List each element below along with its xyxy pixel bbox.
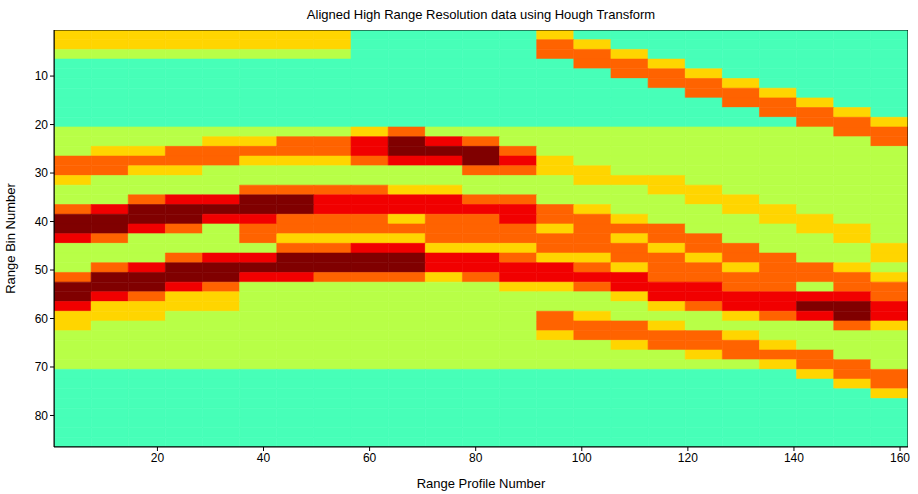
svg-text:30: 30	[35, 166, 49, 180]
svg-text:80: 80	[469, 451, 483, 465]
svg-text:20: 20	[35, 118, 49, 132]
svg-text:140: 140	[784, 451, 804, 465]
svg-text:Range Profile Number: Range Profile Number	[417, 476, 546, 491]
svg-text:70: 70	[35, 360, 49, 374]
svg-text:100: 100	[572, 451, 592, 465]
svg-text:20: 20	[151, 451, 165, 465]
svg-text:10: 10	[35, 69, 49, 83]
svg-text:160: 160	[890, 451, 910, 465]
svg-text:Range Bin Number: Range Bin Number	[3, 183, 18, 294]
svg-text:80: 80	[35, 409, 49, 423]
svg-text:50: 50	[35, 263, 49, 277]
svg-text:60: 60	[363, 451, 377, 465]
svg-text:40: 40	[35, 215, 49, 229]
svg-text:60: 60	[35, 312, 49, 326]
html-text:Aligned High Range Resolution: Aligned High Range Resolution data using…	[306, 7, 656, 22]
svg-text:40: 40	[257, 451, 271, 465]
svg-text:120: 120	[678, 451, 698, 465]
